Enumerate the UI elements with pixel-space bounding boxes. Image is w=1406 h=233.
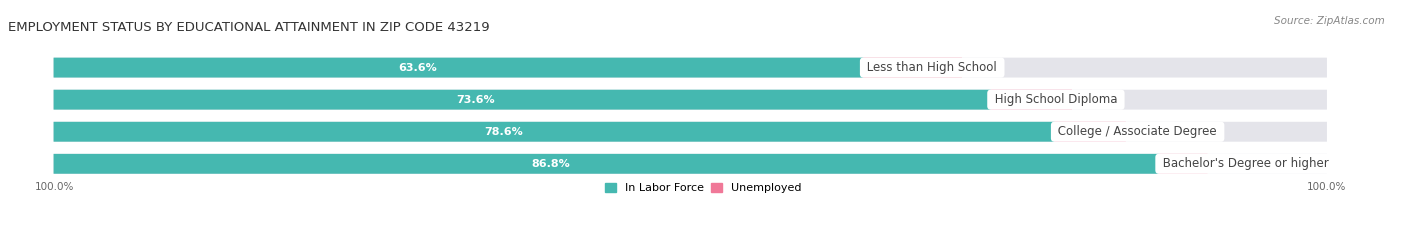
Text: 6.6%: 6.6% bbox=[1136, 127, 1164, 137]
FancyBboxPatch shape bbox=[53, 154, 1327, 174]
Text: 86.8%: 86.8% bbox=[531, 159, 571, 169]
Text: 63.6%: 63.6% bbox=[399, 63, 437, 73]
Text: 78.6%: 78.6% bbox=[485, 127, 523, 137]
Text: College / Associate Degree: College / Associate Degree bbox=[1054, 125, 1220, 138]
FancyBboxPatch shape bbox=[53, 154, 1159, 174]
FancyBboxPatch shape bbox=[1159, 154, 1208, 174]
FancyBboxPatch shape bbox=[53, 90, 1327, 110]
Text: Source: ZipAtlas.com: Source: ZipAtlas.com bbox=[1274, 16, 1385, 26]
Text: 4.5%: 4.5% bbox=[1218, 159, 1246, 169]
Text: 7.5%: 7.5% bbox=[1083, 95, 1111, 105]
FancyBboxPatch shape bbox=[1054, 122, 1126, 142]
Text: Bachelor's Degree or higher: Bachelor's Degree or higher bbox=[1159, 157, 1333, 170]
FancyBboxPatch shape bbox=[863, 58, 962, 78]
FancyBboxPatch shape bbox=[53, 122, 1327, 142]
Text: High School Diploma: High School Diploma bbox=[991, 93, 1121, 106]
FancyBboxPatch shape bbox=[53, 58, 863, 78]
Text: 100.0%: 100.0% bbox=[1306, 182, 1346, 192]
Text: 73.6%: 73.6% bbox=[456, 95, 495, 105]
FancyBboxPatch shape bbox=[991, 90, 1071, 110]
Text: EMPLOYMENT STATUS BY EDUCATIONAL ATTAINMENT IN ZIP CODE 43219: EMPLOYMENT STATUS BY EDUCATIONAL ATTAINM… bbox=[8, 21, 489, 34]
Legend: In Labor Force, Unemployed: In Labor Force, Unemployed bbox=[605, 182, 801, 193]
Text: Less than High School: Less than High School bbox=[863, 61, 1001, 74]
Text: 100.0%: 100.0% bbox=[35, 182, 75, 192]
FancyBboxPatch shape bbox=[53, 90, 991, 110]
Text: 9.1%: 9.1% bbox=[972, 63, 1001, 73]
FancyBboxPatch shape bbox=[53, 58, 1327, 78]
FancyBboxPatch shape bbox=[53, 122, 1054, 142]
